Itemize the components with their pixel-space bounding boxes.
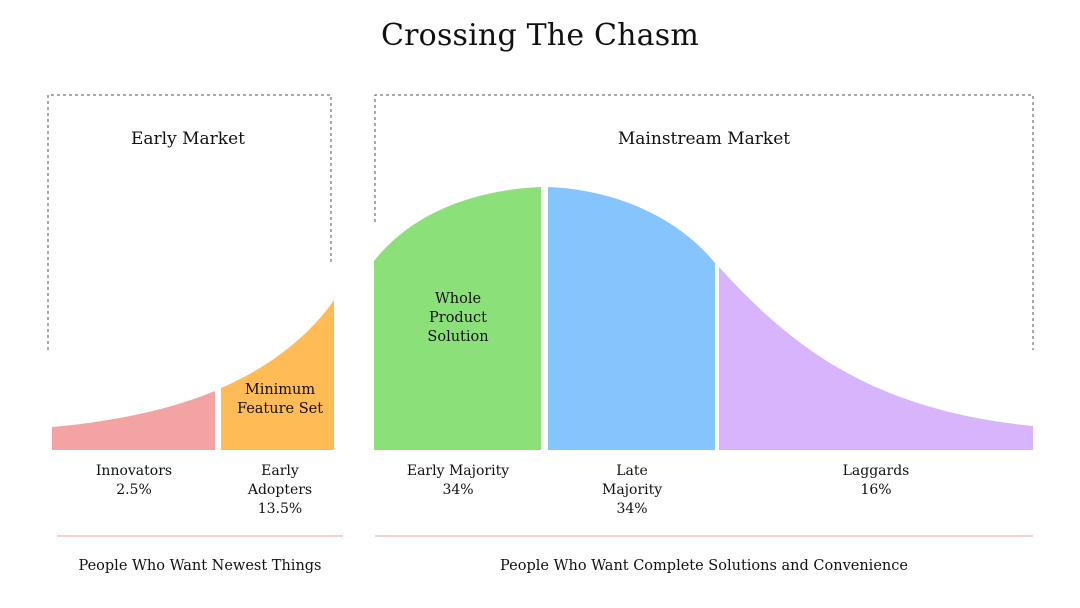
segment-name: Early Majority bbox=[406, 463, 510, 479]
mainstream-market-box bbox=[374, 94, 1034, 350]
segment-label-late-majority: Late Majority 34% bbox=[582, 462, 682, 519]
segment-name: Innovators bbox=[95, 463, 173, 479]
segment-value: 34% bbox=[442, 482, 474, 498]
bottom-label-right: People Who Want Complete Solutions and C… bbox=[500, 558, 908, 574]
segment-name: Late Majority bbox=[602, 463, 663, 498]
segment-early-majority bbox=[374, 187, 541, 450]
segment-laggards bbox=[719, 267, 1033, 450]
early-market-label: Early Market bbox=[131, 129, 245, 149]
early-market-box bbox=[47, 94, 332, 350]
segment-label-early-majority: Early Majority 34% bbox=[393, 462, 523, 500]
segment-name: Laggards bbox=[842, 463, 910, 479]
segment-value: 34% bbox=[616, 501, 648, 517]
segment-label-innovators: Innovators 2.5% bbox=[74, 462, 194, 500]
segment-label-laggards: Laggards 16% bbox=[816, 462, 936, 500]
bottom-label-left: People Who Want Newest Things bbox=[78, 558, 322, 574]
segment-late-majority bbox=[548, 187, 715, 450]
segment-value: 2.5% bbox=[116, 482, 152, 498]
segment-name: Early Adopters bbox=[247, 463, 313, 498]
minimum-feature-set-label: Minimum Feature Set bbox=[236, 382, 324, 417]
segment-value: 16% bbox=[860, 482, 892, 498]
segment-early-adopters bbox=[221, 300, 334, 450]
segment-label-early-adopters: Early Adopters 13.5% bbox=[230, 462, 330, 519]
mainstream-market-label: Mainstream Market bbox=[617, 129, 791, 149]
whole-product-solution-label: Whole Product Solution bbox=[427, 291, 489, 345]
segment-value: 13.5% bbox=[257, 501, 303, 517]
segment-innovators bbox=[52, 391, 215, 450]
page-title: Crossing The Chasm bbox=[380, 18, 700, 53]
